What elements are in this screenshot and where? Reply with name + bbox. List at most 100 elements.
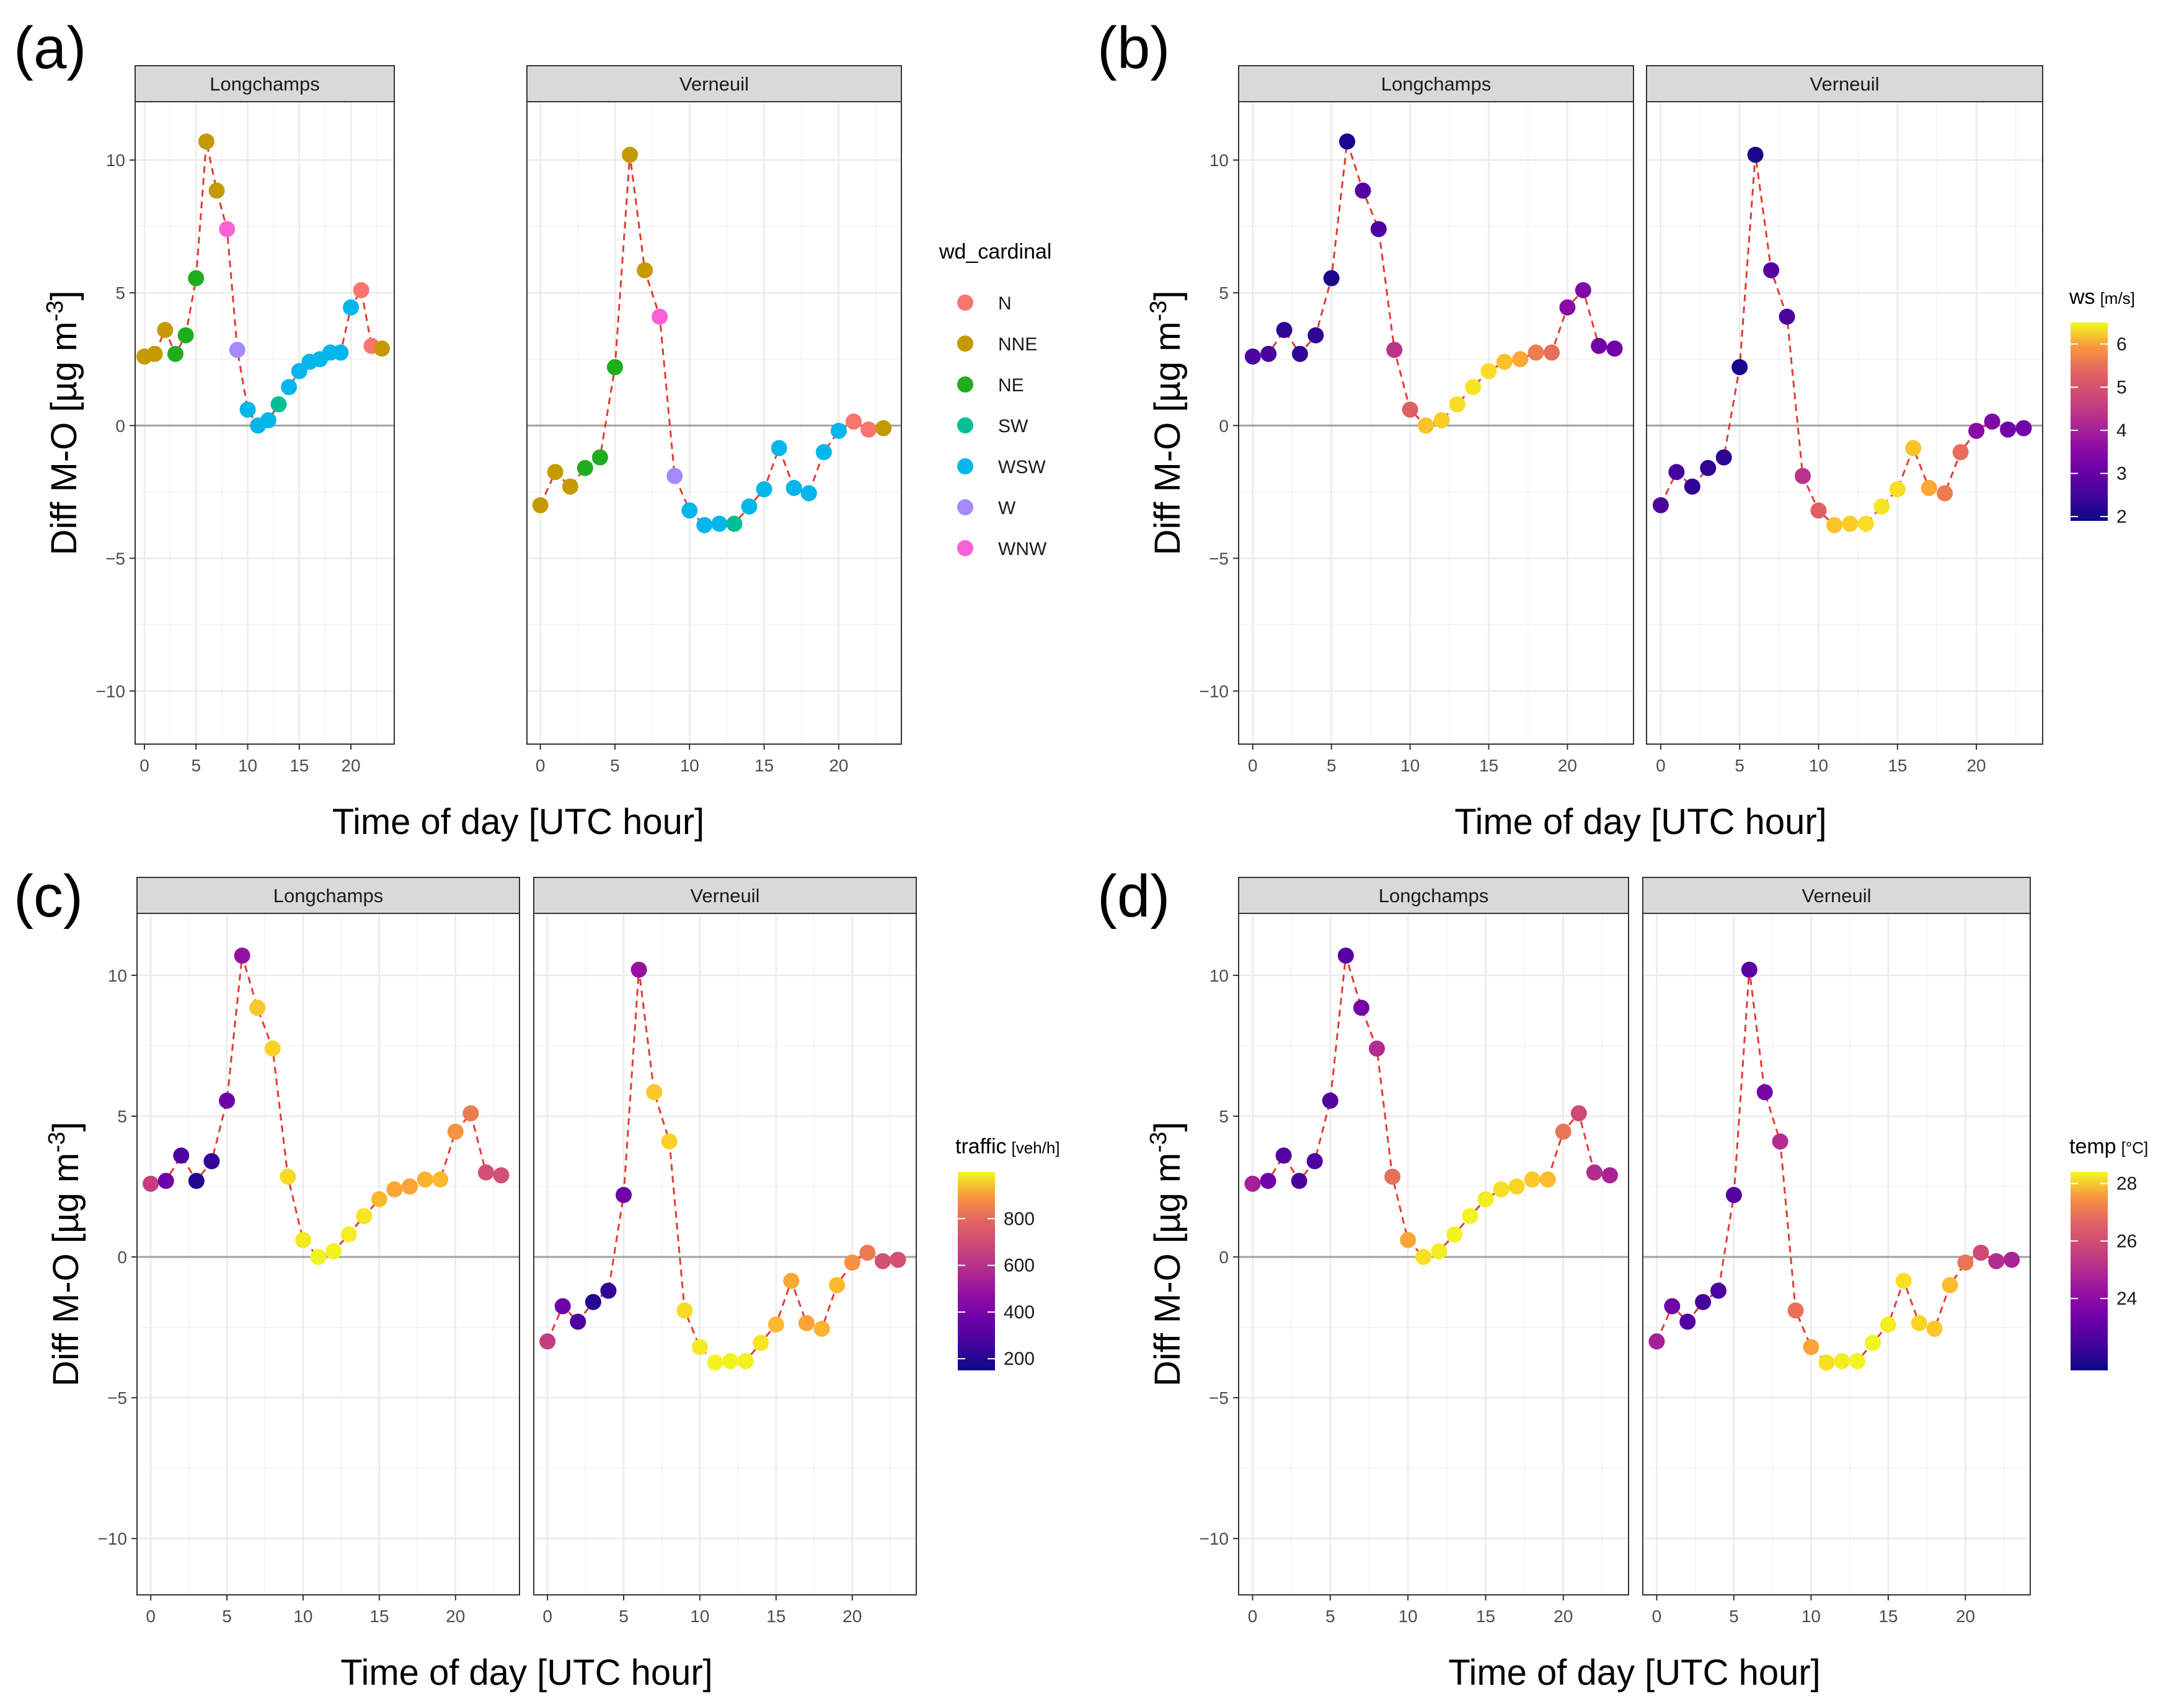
- facet-longchamps: Longchamps 0 5 10 15 20 −10 −5 0 5 10: [98, 877, 520, 1626]
- data-point: [1244, 348, 1261, 365]
- data-point: [1260, 1173, 1276, 1189]
- x-tick-label: 20: [842, 1607, 862, 1626]
- data-point: [1260, 345, 1277, 362]
- legend-title: traffic [veh/h]: [955, 1135, 1060, 1158]
- y-tick-label: 10: [1209, 151, 1229, 170]
- data-point: [1370, 221, 1387, 237]
- data-point: [219, 221, 236, 237]
- panel-label: (b): [1097, 15, 1170, 81]
- colorbar-tick-label: 400: [1004, 1302, 1035, 1323]
- y-tick-label: 5: [115, 283, 125, 303]
- data-point: [1648, 1333, 1665, 1350]
- data-point: [1957, 1254, 1974, 1271]
- data-point: [1695, 1294, 1712, 1310]
- data-point: [771, 440, 787, 456]
- facet-strip-label: Verneuil: [690, 885, 759, 907]
- data-point: [157, 322, 174, 339]
- data-point: [1787, 1302, 1804, 1319]
- data-point: [1524, 1171, 1541, 1188]
- data-point: [591, 449, 608, 466]
- data-point: [1306, 1153, 1323, 1169]
- y-axis-title: Diff M-O [µg m-3]: [1146, 290, 1188, 555]
- data-point: [1988, 1253, 2005, 1269]
- y-tick-label: 0: [1219, 1248, 1229, 1267]
- data-point: [1339, 133, 1356, 150]
- x-axis-title: Time of day [UTC hour]: [1454, 802, 1827, 842]
- data-point: [1462, 1208, 1479, 1225]
- data-point: [1849, 1353, 1866, 1370]
- facet-strip-label: Longchamps: [273, 885, 384, 907]
- data-point: [353, 282, 369, 298]
- y-axis-title-end: ]: [1147, 1122, 1188, 1132]
- data-point: [198, 133, 214, 150]
- data-point: [815, 444, 832, 461]
- y-axis-title-superscript: -3: [44, 1132, 70, 1153]
- data-point: [577, 459, 593, 476]
- data-point: [1700, 459, 1717, 476]
- data-point: [493, 1167, 510, 1184]
- y-axis-title-end: ]: [44, 290, 84, 300]
- data-point: [606, 359, 623, 376]
- facet-verneuil: Verneuil 0 5 10 15 20: [533, 877, 917, 1626]
- y-axis-title-main: Diff M-O [µg m: [1147, 321, 1188, 555]
- x-tick-label: 5: [1325, 1607, 1335, 1626]
- x-tick-label: 15: [290, 756, 309, 775]
- data-point: [146, 345, 163, 362]
- legend-key: [957, 335, 973, 352]
- x-tick-label: 15: [369, 1607, 389, 1626]
- data-point: [830, 422, 847, 439]
- legend-title: temp [°C]: [2069, 1135, 2148, 1158]
- data-point: [432, 1171, 449, 1188]
- data-point: [1291, 1173, 1307, 1189]
- facet-longchamps: Longchamps 0 5 10 15 20 −10 −5 0 5 10: [1200, 65, 1634, 775]
- panel-label: (a): [14, 15, 86, 81]
- data-point: [845, 413, 862, 430]
- x-tick-label: 5: [191, 756, 201, 775]
- legend-item-label: N: [998, 293, 1012, 314]
- colorbar: [2071, 1172, 2108, 1370]
- data-point: [813, 1320, 830, 1337]
- y-tick-label: 5: [117, 1107, 127, 1126]
- data-point: [332, 344, 349, 361]
- colorbar-tick-label: 6: [2116, 334, 2127, 355]
- facet-strip-label: Verneuil: [1810, 73, 1879, 95]
- x-tick-label: 20: [1554, 1607, 1573, 1626]
- data-point: [1591, 337, 1607, 354]
- data-point: [756, 481, 772, 498]
- data-point: [1803, 1339, 1819, 1356]
- x-tick-label: 10: [690, 1607, 709, 1626]
- data-point: [1999, 421, 2016, 438]
- y-axis-title-main: Diff M-O [µg m: [1147, 1153, 1188, 1387]
- data-point: [554, 1298, 571, 1315]
- data-point: [722, 1353, 739, 1370]
- data-point: [1477, 1191, 1494, 1207]
- data-point: [1323, 270, 1340, 286]
- data-point: [447, 1123, 464, 1140]
- facet-longchamps: Longchamps 0 5 10 15 20 −10 −5 0 5 10: [1200, 877, 1629, 1626]
- legend-key: [957, 295, 973, 311]
- data-point: [281, 379, 298, 396]
- legend: temp [°C] 24 26 28: [2069, 1135, 2148, 1370]
- x-tick-label: 20: [1956, 1607, 1975, 1626]
- x-tick-label: 0: [139, 756, 149, 775]
- facet-verneuil: Verneuil 0 5 10 15 20: [1642, 877, 2031, 1626]
- data-point: [707, 1354, 723, 1371]
- data-point: [1559, 299, 1576, 316]
- data-point: [652, 308, 668, 325]
- y-tick-label: 0: [1219, 416, 1229, 435]
- data-point: [234, 947, 250, 964]
- data-point: [737, 1353, 754, 1370]
- data-point: [1601, 1167, 1618, 1184]
- legend: wd_cardinal N NNE NE SW WSW W WNW: [939, 240, 1051, 559]
- data-point: [1710, 1282, 1727, 1299]
- panel-c: (c) Diff M-O [µg m-3] Time of day [UTC hou…: [14, 863, 1060, 1693]
- legend: traffic [veh/h] 200 400 600 800: [955, 1135, 1060, 1370]
- data-point: [229, 342, 245, 358]
- data-point: [1747, 146, 1764, 163]
- data-point: [1968, 422, 1985, 439]
- x-tick-label: 0: [1248, 1607, 1258, 1626]
- x-tick-label: 15: [1878, 1607, 1898, 1626]
- y-axis-title: Diff M-O [µg m-3]: [44, 1122, 86, 1387]
- data-point: [1842, 515, 1859, 532]
